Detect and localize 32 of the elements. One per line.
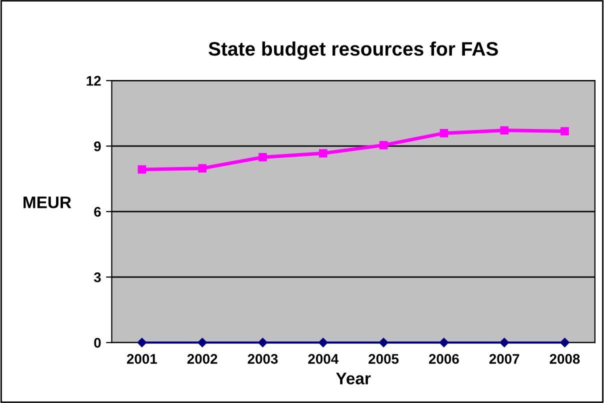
point <box>378 338 388 348</box>
point <box>258 338 268 348</box>
point <box>198 338 207 348</box>
y-tick-label: 9 <box>94 141 101 152</box>
point <box>560 127 569 136</box>
y-axis-title: MEUR <box>24 196 72 208</box>
x-tick-label: 2008 <box>550 354 580 364</box>
point <box>560 338 570 348</box>
y-tick-label: 3 <box>94 272 101 282</box>
point <box>138 165 146 174</box>
y-tick-label: 12 <box>86 76 101 86</box>
x-tick-label: 2004 <box>308 354 339 364</box>
x-tick-label: 2006 <box>428 354 459 364</box>
point <box>198 164 207 173</box>
x-tick-label: 2002 <box>187 354 218 364</box>
point <box>379 141 388 150</box>
y-tick-label: 6 <box>94 206 101 217</box>
point <box>137 338 147 348</box>
x-tick-label: 2005 <box>368 354 399 364</box>
chart-title: State budget resources for FAS <box>208 42 498 60</box>
x-tick-label: 2001 <box>126 354 158 364</box>
x-tick-label: 2007 <box>489 354 520 364</box>
point <box>318 149 328 158</box>
point <box>500 126 509 135</box>
point <box>440 129 448 138</box>
point <box>439 338 449 348</box>
point <box>500 338 509 348</box>
y-tick-label: 0 <box>94 338 101 348</box>
point <box>258 153 267 162</box>
x-tick-label: 2003 <box>248 354 278 364</box>
x-axis-title: Year <box>336 372 371 384</box>
point <box>318 338 328 348</box>
